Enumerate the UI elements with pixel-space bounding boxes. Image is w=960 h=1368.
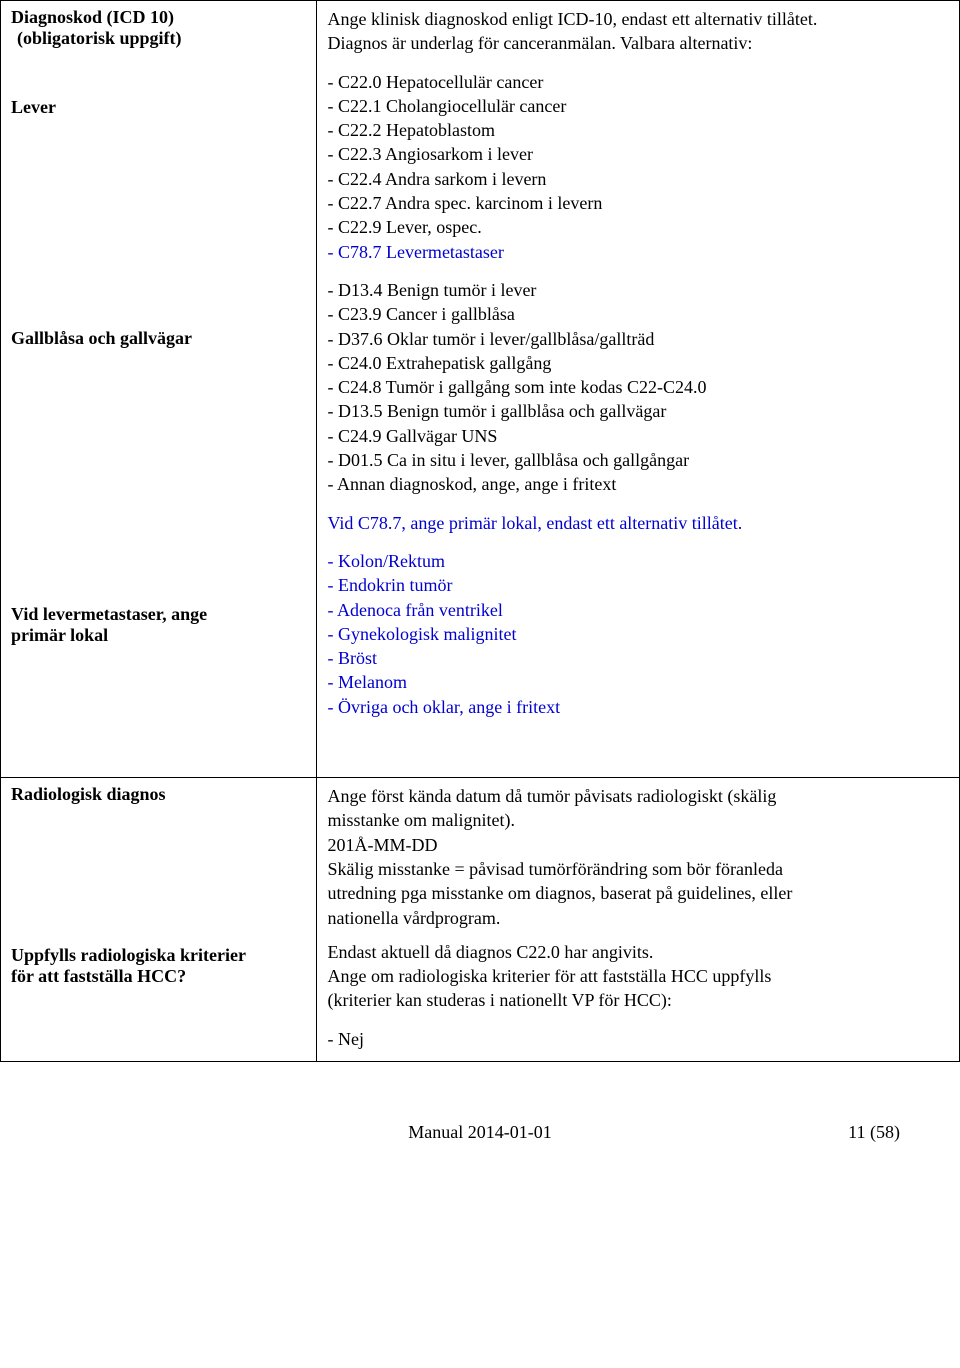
gall-item: - D01.5 Ca in situ i lever, gallblåsa oc… [327,448,949,472]
gall-item: - C24.9 Gallvägar UNS [327,424,949,448]
content-table: Diagnoskod (ICD 10) (obligatorisk uppgif… [0,0,960,1062]
gall-item: - D13.5 Benign tumör i gallblåsa och gal… [327,399,949,423]
primar-item: - Adenoca från ventrikel [327,598,949,622]
table-row: Radiologisk diagnos Uppfylls radiologisk… [1,778,960,1062]
row2-left-cell: Radiologisk diagnos Uppfylls radiologisk… [1,778,317,1062]
primar-item: - Endokrin tumör [327,573,949,597]
row1-right-cell: Ange klinisk diagnoskod enligt ICD-10, e… [317,1,960,778]
radio-date: 201Å-MM-DD [327,833,949,857]
lever-item: - C22.2 Hepatoblastom [327,118,949,142]
gall-item: - Annan diagnoskod, ange, ange i fritext [327,472,949,496]
page-footer: Manual 2014-01-01 11 (58) [0,1062,960,1163]
label-uppfylls-l1: Uppfylls radiologiska kriterier [11,945,306,966]
footer-center: Manual 2014-01-01 [180,1122,780,1143]
uppfylls-l1: Endast aktuell då diagnos C22.0 har angi… [327,940,949,964]
radio-p2-l1: Skälig misstanke = påvisad tumörförändri… [327,857,949,881]
lever-item: - C22.1 Cholangiocellulär cancer [327,94,949,118]
lever-item: - C22.7 Andra spec. karcinom i levern [327,191,949,215]
radio-p2-l3: nationella vårdprogram. [327,906,949,930]
c787-instruction: Vid C78.7, ange primär lokal, endast ett… [327,511,949,535]
uppfylls-l2: Ange om radiologiska kriterier för att f… [327,964,949,988]
label-metastaser-l2: primär lokal [11,625,306,646]
label-metastaser-l1: Vid levermetastaser, ange [11,604,306,625]
radio-p2-l2: utredning pga misstanke om diagnos, base… [327,881,949,905]
label-gallblasa: Gallblåsa och gallvägar [11,328,306,349]
lever-item: - C22.3 Angiosarkom i lever [327,142,949,166]
gall-item: - C24.0 Extrahepatisk gallgång [327,351,949,375]
primar-item: - Övriga och oklar, ange i fritext [327,695,949,719]
footer-left [60,1122,180,1143]
gall-item: - D13.4 Benign tumör i lever [327,278,949,302]
footer-right: 11 (58) [780,1122,900,1143]
table-row: Diagnoskod (ICD 10) (obligatorisk uppgif… [1,1,960,778]
label-lever: Lever [11,97,306,118]
intro-line2: Diagnos är underlag för canceranmälan. V… [327,31,949,55]
label-radiologisk: Radiologisk diagnos [11,784,306,805]
intro-line1: Ange klinisk diagnoskod enligt ICD-10, e… [327,7,949,31]
label-uppfylls-l2: för att fastställa HCC? [11,966,306,987]
primar-item: - Gynekologisk malignitet [327,622,949,646]
document-page: Diagnoskod (ICD 10) (obligatorisk uppgif… [0,0,960,1062]
heading-diagnoskod-l2: (obligatorisk uppgift) [11,28,306,49]
radio-p1-l1: Ange först kända datum då tumör påvisats… [327,784,949,808]
nej-item: - Nej [327,1027,949,1051]
lever-item: - C22.4 Andra sarkom i levern [327,167,949,191]
primar-item: - Melanom [327,670,949,694]
row1-left-cell: Diagnoskod (ICD 10) (obligatorisk uppgif… [1,1,317,778]
primar-item: - Kolon/Rektum [327,549,949,573]
lever-item: - C22.0 Hepatocellulär cancer [327,70,949,94]
primar-item: - Bröst [327,646,949,670]
gall-item: - C23.9 Cancer i gallblåsa [327,302,949,326]
gall-item: - C24.8 Tumör i gallgång som inte kodas … [327,375,949,399]
lever-item-blue: - C78.7 Levermetastaser [327,240,949,264]
gall-item: - D37.6 Oklar tumör i lever/gallblåsa/ga… [327,327,949,351]
lever-item: - C22.9 Lever, ospec. [327,215,949,239]
heading-diagnoskod-l1: Diagnoskod (ICD 10) [11,7,306,28]
radio-p1-l2: misstanke om malignitet). [327,808,949,832]
row2-right-cell: Ange först kända datum då tumör påvisats… [317,778,960,1062]
uppfylls-l3: (kriterier kan studeras i nationellt VP … [327,988,949,1012]
